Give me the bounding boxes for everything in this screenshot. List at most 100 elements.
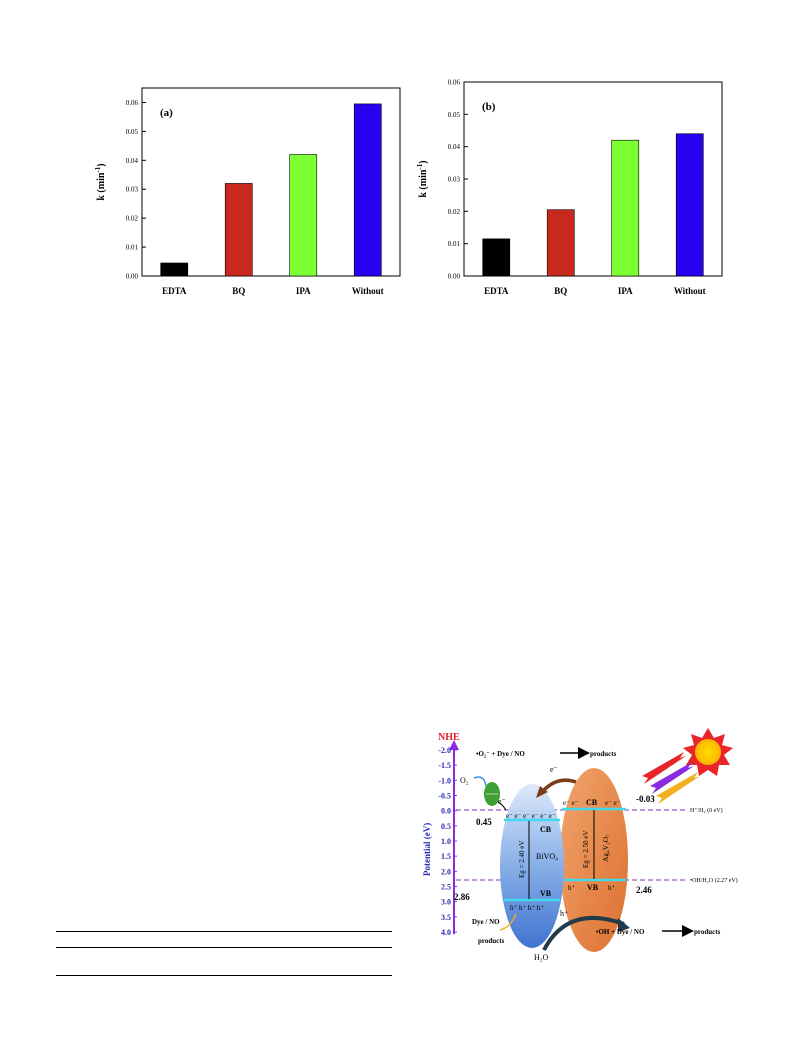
bar-bq xyxy=(224,183,253,277)
ag4v2o7-cb-label: CB xyxy=(586,798,598,807)
band-structure-scheme: NHE Potential (eV) -2.0 -1.5 -1.0 -0.5 0.0 0.… xyxy=(422,728,738,962)
dye-no-curve-arrow xyxy=(499,913,517,931)
oh-potential-label: •OH/H₂O (2.27 eV) xyxy=(690,877,738,884)
o2-label: O₂ xyxy=(460,776,469,785)
bivo4-name: BiVO₄ xyxy=(536,852,558,861)
y-tick-label: 0.01 xyxy=(126,244,139,252)
bivo4-particle xyxy=(500,784,564,948)
potential-axis-label: Potential (eV) xyxy=(422,823,432,876)
panel-label: (a) xyxy=(160,107,173,119)
transfer-hole-label: h⁺ xyxy=(560,909,568,918)
y-tick-label: 0.06 xyxy=(126,99,139,107)
ag4v2o7-band-gap: Eg = 2.50 eV xyxy=(582,831,590,868)
x-tick-label: IPA xyxy=(296,286,311,296)
x-tick-label: EDTA xyxy=(484,286,509,296)
h2-potential-label: H⁺/H₂ (0 eV) xyxy=(690,807,723,814)
potential-tick-label: 1.5 xyxy=(441,852,451,861)
ag4v2o7-cb-value: -0.03 xyxy=(636,794,655,804)
bivo4-electrons: e⁻ e⁻ e⁻ e⁻ e⁻ e⁻ xyxy=(506,812,556,820)
potential-tick-label: -2.0 xyxy=(438,746,451,755)
hole-transfer-arrowhead xyxy=(618,918,630,932)
y-tick-label: 0.03 xyxy=(126,186,139,194)
hole-transfer-arrow xyxy=(542,916,625,951)
y-tick-label: 0.00 xyxy=(126,273,139,281)
water-label: H₂O xyxy=(534,953,549,962)
x-tick-label: BQ xyxy=(554,286,567,296)
table-bottom-rule xyxy=(56,975,392,976)
x-tick-label: Without xyxy=(674,286,706,296)
y-tick-label: 0.02 xyxy=(448,208,461,216)
rate-constant-chart-a: 0.00 0.01 0.02 0.03 0.04 0.05 0.06 EDTA BQ IPA Wit… xyxy=(94,87,401,296)
bivo4-cb-value: 0.45 xyxy=(476,817,492,827)
hydroxyl-products: products xyxy=(694,928,721,936)
plot-frame xyxy=(141,87,401,277)
sun-icon xyxy=(683,728,733,776)
ag4v2o7-hole-left: h⁺ xyxy=(568,884,576,892)
dye-no-products: products xyxy=(478,937,505,945)
potential-ticks: -2.0 -1.5 -1.0 -0.5 0.0 0.5 1.0 1.5 2.0 2.5 3.0 3.5… xyxy=(438,746,457,937)
bar-ipa xyxy=(611,139,640,277)
x-tick-label: Without xyxy=(352,286,384,296)
bivo4-band-gap: Eg = 2.40 eV xyxy=(518,841,526,878)
ag4v2o7-name: Ag₄V₂O₇ xyxy=(601,834,610,862)
ag4v2o7-electrons-right: e⁻ e⁻ xyxy=(605,799,621,807)
table-top-rule xyxy=(56,931,392,932)
superoxide-products: products xyxy=(590,750,617,758)
x-tick-label: EDTA xyxy=(162,286,187,296)
bar-ipa xyxy=(289,154,318,277)
y-axis-label-sup: -1 xyxy=(416,163,424,169)
y-tick-label: 0.05 xyxy=(448,111,461,119)
y-tick-label: 0.01 xyxy=(448,240,461,248)
bivo4-vb-value: 2.86 xyxy=(454,892,470,902)
potential-tick-label: 2.5 xyxy=(441,883,451,892)
hydroxyl-reaction: •OH + Dye / NO xyxy=(596,928,645,936)
electron-transfer-arrowhead xyxy=(536,786,548,798)
nhe-label: NHE xyxy=(438,732,460,743)
y-tick-label: 0.00 xyxy=(448,273,461,281)
table-header-rule xyxy=(56,947,392,948)
bar-without xyxy=(675,133,704,277)
y-axis-label-close: ) xyxy=(96,163,107,166)
o2-electron-label: e⁻ xyxy=(498,797,506,806)
y-tick-label: 0.03 xyxy=(448,176,461,184)
potential-axis-arrowhead xyxy=(449,740,459,750)
bar-without xyxy=(353,103,382,277)
bar-edta xyxy=(160,262,189,277)
potential-tick-label: 3.0 xyxy=(441,898,451,907)
y-tick-label: 0.04 xyxy=(126,157,139,165)
y-axis-label: k (min-1) xyxy=(94,163,107,200)
y-axis-label: k (min-1) xyxy=(416,160,429,197)
potential-tick-label: -0.5 xyxy=(438,792,451,801)
ag4v2o7-vb-value: 2.46 xyxy=(636,885,652,895)
ag4v2o7-hole-right: h⁺ xyxy=(608,884,616,892)
electron-transfer-arrow xyxy=(542,778,577,792)
panel-label: (b) xyxy=(482,101,496,113)
y-tick-label: 0.04 xyxy=(448,143,461,151)
superoxide-reaction: •O₂⁻ + Dye / NO xyxy=(476,750,525,758)
x-tick-label: IPA xyxy=(618,286,633,296)
transfer-electron-label: e⁻ xyxy=(550,765,558,774)
bivo4-vb-label: VB xyxy=(540,889,552,898)
y-tick-label: 0.05 xyxy=(126,128,139,136)
ag4v2o7-vb-label: VB xyxy=(587,883,599,892)
x-tick-label: BQ xyxy=(232,286,245,296)
ag4v2o7-electrons-left: e⁻ e⁻ xyxy=(563,799,579,807)
bar-edta xyxy=(482,238,511,277)
potential-tick-label: 0.0 xyxy=(441,807,451,816)
y-tick-label: 0.06 xyxy=(448,79,461,87)
potential-tick-label: 1.0 xyxy=(441,837,451,846)
potential-tick-label: 0.5 xyxy=(441,822,451,831)
y-axis-label-text: k (min xyxy=(96,172,107,201)
potential-tick-label: 2.0 xyxy=(441,867,451,876)
potential-tick-label: 4.0 xyxy=(441,928,451,937)
o2-curve-arrow xyxy=(473,776,487,787)
potential-tick-label: -1.0 xyxy=(438,776,451,785)
potential-tick-label: 3.5 xyxy=(441,913,451,922)
dye-no-label: Dye / NO xyxy=(472,918,500,926)
y-axis-label-close: ) xyxy=(418,160,429,163)
rate-constant-chart-b: 0.00 0.01 0.02 0.03 0.04 0.05 0.06 EDTA BQ IPA Wit… xyxy=(416,79,723,296)
light-rays-icon xyxy=(642,752,700,804)
y-tick-label: 0.02 xyxy=(126,215,139,223)
bar-bq xyxy=(546,209,575,277)
electron-to-o2-arrow xyxy=(497,801,507,811)
